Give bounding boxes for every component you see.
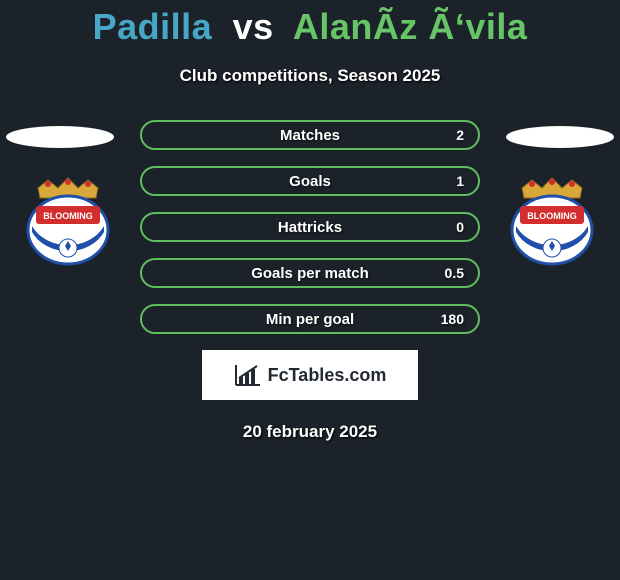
stat-row-goals: Goals 1	[140, 166, 480, 196]
stat-row-hattricks: Hattricks 0	[140, 212, 480, 242]
stat-right-value: 0	[456, 219, 464, 235]
stat-right-value: 1	[456, 173, 464, 189]
brand-text: FcTables.com	[268, 365, 387, 386]
date-text: 20 february 2025	[0, 422, 620, 442]
player1-name: Padilla	[93, 6, 213, 47]
stat-row-goals-per-match: Goals per match 0.5	[140, 258, 480, 288]
stat-label: Goals per match	[251, 265, 369, 282]
brand-box: FcTables.com	[202, 350, 418, 400]
stat-label: Hattricks	[278, 219, 342, 236]
stat-label: Matches	[280, 127, 340, 144]
stat-right-value: 0.5	[445, 265, 464, 281]
stat-row-min-per-goal: Min per goal 180	[140, 304, 480, 334]
stat-row-matches: Matches 2	[140, 120, 480, 150]
subtitle: Club competitions, Season 2025	[0, 66, 620, 86]
stat-label: Min per goal	[266, 311, 354, 328]
bar-chart-icon	[234, 363, 262, 387]
comparison-title: Padilla vs AlanÃ­z Ã‘vila	[0, 0, 620, 48]
stats-area: Matches 2 Goals 1 Hattricks 0 Goals per …	[0, 120, 620, 334]
stat-right-value: 180	[441, 311, 464, 327]
player2-name: AlanÃ­z Ã‘vila	[293, 6, 528, 47]
stat-label: Goals	[289, 173, 331, 190]
stat-right-value: 2	[456, 127, 464, 143]
vs-text: vs	[233, 6, 274, 47]
